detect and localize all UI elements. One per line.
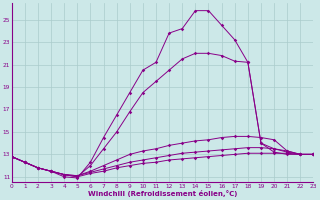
X-axis label: Windchill (Refroidissement éolien,°C): Windchill (Refroidissement éolien,°C) <box>88 190 237 197</box>
